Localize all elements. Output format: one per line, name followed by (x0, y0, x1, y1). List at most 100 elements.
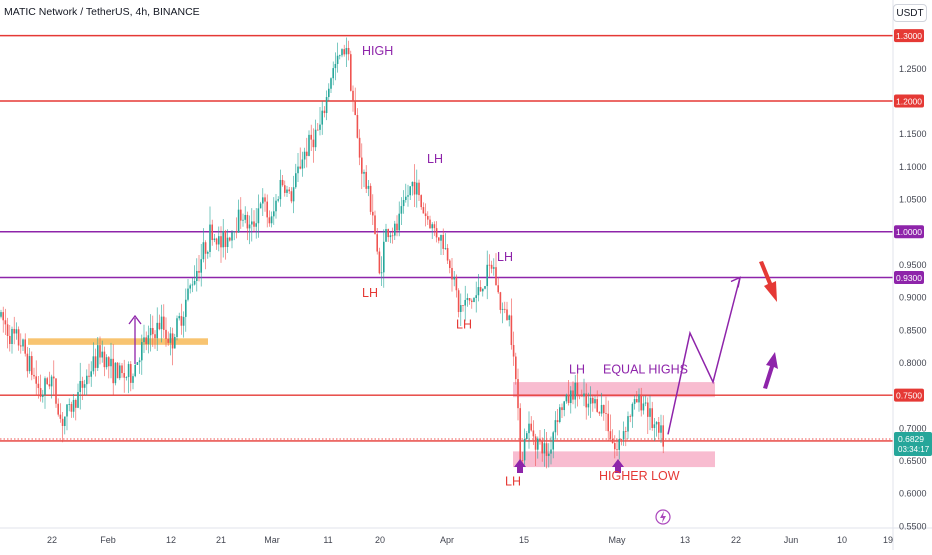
candle-body (477, 287, 480, 296)
higher-low-marker-icon[interactable] (612, 459, 624, 473)
candle-body (418, 182, 420, 196)
candle-body (248, 224, 251, 229)
pink-zone[interactable] (513, 451, 715, 468)
time-tick-label: 22 (47, 535, 57, 545)
candle-body (191, 284, 194, 286)
candle-body (290, 191, 293, 202)
candle-body (273, 211, 275, 217)
pink-zone[interactable] (513, 382, 715, 398)
candle-body (567, 394, 570, 404)
candle-body (42, 394, 44, 397)
candle-body (222, 230, 224, 248)
annotation-label[interactable]: HIGH (362, 44, 393, 58)
candle-body (44, 378, 46, 395)
candle-body (453, 277, 455, 280)
annotation-label[interactable]: LH (505, 474, 521, 488)
annotation-label[interactable]: LH (456, 317, 472, 331)
time-tick-label: 10 (837, 535, 847, 545)
candle-body (530, 423, 532, 431)
candle-body (295, 173, 297, 188)
candle-body (446, 248, 449, 261)
annotation-label[interactable]: EQUAL HIGHS (603, 363, 688, 377)
candle-body (473, 298, 475, 303)
candle-body (420, 195, 422, 208)
candle-body (660, 425, 662, 433)
price-tick-label: 0.6000 (899, 489, 927, 499)
candle-body (532, 430, 535, 437)
bullish-arrow-icon[interactable] (763, 352, 778, 389)
candle-body (570, 390, 572, 404)
candle-body (607, 413, 609, 432)
higher-low-marker-icon[interactable] (514, 459, 526, 473)
candle-body (46, 378, 48, 385)
bearish-arrow-icon[interactable] (759, 261, 777, 302)
candle-body (603, 404, 605, 414)
candle-body (9, 335, 11, 345)
price-tick-label: 0.8500 (899, 325, 927, 335)
time-tick-label: Jun (784, 535, 799, 545)
candle-body (625, 431, 627, 432)
annotation-label[interactable]: HIGHER LOW (599, 469, 680, 483)
candle-body (24, 339, 26, 354)
candle-body (330, 78, 332, 89)
price-tick-label: 0.5500 (899, 521, 927, 531)
annotation-label[interactable]: LH (569, 363, 585, 377)
candle-body (548, 453, 550, 456)
candle-body (92, 356, 95, 372)
orange-zone[interactable] (28, 338, 208, 345)
candle-body (383, 241, 385, 273)
candle-body (431, 224, 433, 229)
candle-body (116, 362, 119, 379)
candle-body (598, 411, 601, 414)
annotation-label[interactable]: LH (497, 250, 513, 264)
candle-body (325, 97, 328, 114)
candle-body (506, 309, 508, 320)
candle-body (391, 235, 394, 237)
candle-body (158, 322, 161, 330)
candle-body (587, 403, 590, 408)
candle-body (336, 55, 339, 64)
event-icon[interactable] (655, 509, 671, 525)
candle-body (647, 402, 649, 417)
candle-body (112, 358, 114, 384)
candle-body (66, 404, 68, 417)
time-tick-label: 21 (216, 535, 226, 545)
candle-body (385, 229, 387, 242)
candle-body (156, 322, 158, 339)
candle-body (103, 351, 106, 368)
symbol-title: MATIC Network / TetherUS, 4h, BINANCE (4, 6, 200, 18)
annotation-label[interactable]: LH (427, 152, 443, 166)
level-price-tag (894, 225, 924, 239)
candle-body (528, 423, 530, 434)
candle-body (356, 115, 359, 138)
candle-body (240, 209, 242, 221)
level-price-tag (894, 271, 924, 284)
zone-up-arrowhead (128, 314, 142, 325)
candle-body (444, 248, 447, 249)
price-tick-label: 0.9000 (899, 293, 927, 303)
candle-body (517, 379, 519, 409)
candle-body (200, 259, 202, 273)
candle-body (130, 364, 132, 383)
candle-body (534, 436, 537, 450)
candle-body (490, 264, 493, 269)
annotation-label[interactable]: LH (362, 286, 378, 300)
candle-body (20, 345, 22, 347)
candle-layer (0, 37, 664, 470)
candle-body (501, 308, 504, 310)
projection-path[interactable] (667, 277, 741, 435)
candle-body (297, 166, 299, 174)
candle-body (378, 251, 381, 274)
candle-body (244, 214, 246, 220)
candle-body (484, 286, 486, 289)
candle-body (180, 316, 183, 326)
candle-body (314, 129, 317, 148)
level-price-label: 1.3000 (896, 31, 922, 41)
currency-button[interactable]: USDT (893, 4, 927, 22)
level-layer: 1.30001.20001.00000.93000.75000.68000.68… (0, 29, 932, 457)
candle-body (127, 364, 130, 378)
candle-body (556, 420, 559, 422)
zone-layer (28, 338, 715, 468)
